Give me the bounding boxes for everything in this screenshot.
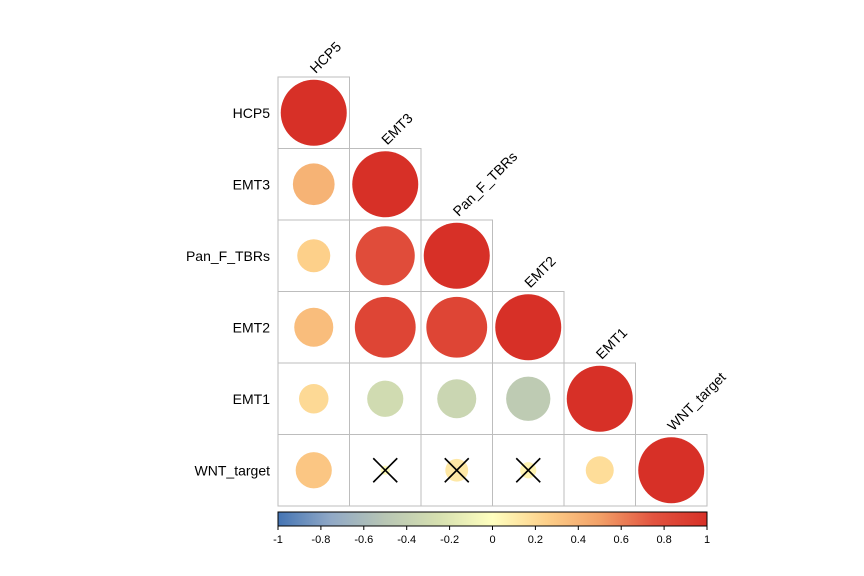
col-label-HCP5: HCP5 [307,38,345,76]
corr-circle-EMT1-EMT1 [566,365,633,432]
corr-circle-EMT1-EMT3 [367,380,404,417]
col-label-Pan_F_TBRs: Pan_F_TBRs [450,148,521,219]
corr-circle-EMT1-EMT2 [506,376,551,421]
colorbar-tick-label: -0.8 [311,534,330,546]
corr-circle-WNT_target-WNT_target [638,437,705,504]
cell-EMT1-EMT2 [492,362,565,435]
row-label-EMT1: EMT1 [233,391,271,407]
corr-circle-Pan_F_TBRs-Pan_F_TBRs [423,222,490,289]
correlation-cells [277,76,708,507]
colorbar-tick-label: 0.6 [614,534,629,546]
corr-circle-EMT2-EMT3 [354,296,416,358]
row-label-WNT_target: WNT_target [195,462,271,478]
corr-circle-EMT1-Pan_F_TBRs [437,379,477,419]
corr-circle-EMT1-HCP5 [298,383,329,414]
row-label-Pan_F_TBRs: Pan_F_TBRs [186,248,270,264]
col-label-EMT2: EMT2 [521,253,559,291]
corr-circle-Pan_F_TBRs-HCP5 [297,239,331,273]
colorbar-tick-label: -1 [273,534,283,546]
colorbar-tick-label: -0.2 [440,534,459,546]
colorbar-tick-label: 0.2 [528,534,543,546]
corr-circle-EMT2-Pan_F_TBRs [426,296,488,358]
corr-circle-EMT3-EMT3 [352,151,419,218]
colorbar-tick-label: 0.8 [656,534,671,546]
row-label-EMT2: EMT2 [233,319,271,335]
col-label-WNT_target: WNT_target [664,369,729,434]
col-label-EMT3: EMT3 [378,110,416,148]
corr-circle-WNT_target-HCP5 [295,452,332,489]
insignificant-cross-b [444,457,470,483]
insignificant-cross-b [515,457,541,483]
corr-circle-Pan_F_TBRs-EMT3 [355,226,415,286]
corr-circle-EMT2-EMT2 [495,294,562,361]
colorbar-gradient [277,511,708,527]
corr-circle-WNT_target-EMT1 [585,456,614,485]
col-label-EMT1: EMT1 [593,324,631,362]
row-label-HCP5: HCP5 [233,105,271,121]
corr-circle-EMT3-HCP5 [292,163,335,206]
corr-circle-EMT2-HCP5 [294,307,334,347]
colorbar-tick-label: 0.4 [571,534,586,546]
colorbar-tick-label: -0.6 [354,534,373,546]
row-label-EMT3: EMT3 [233,176,271,192]
colorbar-tick-label: -0.4 [397,534,416,546]
colorbar: -1 -0.8 -0.6 -0.4 -0.2 0 0.2 0.4 0.6 0.8 1 [273,511,710,546]
row-labels: HCP5 EMT3 Pan_F_TBRs EMT2 EMT1 WNT_target [186,105,270,479]
insignificant-cross-b [372,457,398,483]
colorbar-tick-label: 1 [704,534,710,546]
colorbar-tick-label: 0 [489,534,495,546]
corr-circle-HCP5-HCP5 [280,79,347,146]
